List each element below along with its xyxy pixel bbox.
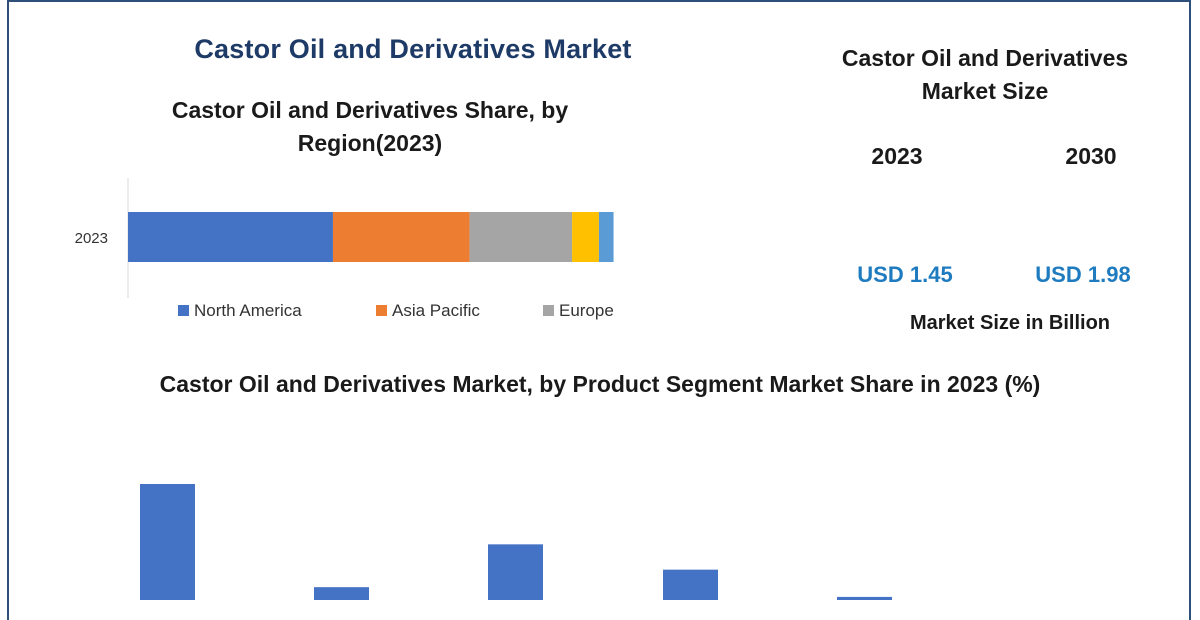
segment-bar-2 [488,544,543,600]
market-size-value-2023: USD 1.45 [857,262,953,287]
market-size-title: Castor Oil and Derivatives Market Size [841,45,1129,104]
market-size-unit: Market Size in Billion [909,312,1111,334]
legend-label-1: Asia Pacific [392,301,480,320]
region-bar-segment-2 [469,212,573,262]
market-size-value-2030: USD 1.98 [1035,262,1131,287]
legend-swatch-1 [376,305,387,316]
segment-bar-4 [837,596,892,600]
legend-swatch-2 [543,305,554,316]
legend-swatch-0 [178,305,189,316]
chart-canvas: 2023 North America Asia Pacific Europe [75,178,892,600]
figure-border [7,0,1191,620]
region-bar-segment-3 [572,212,599,262]
segment-chart-title: Castor Oil and Derivatives Market, by Pr… [159,371,1041,397]
market-size-year-2030: 2030 [1065,143,1117,169]
region-bar-segment-1 [332,212,470,262]
region-bar-segment-0 [128,212,333,262]
market-size-year-2023: 2023 [871,143,923,169]
legend-label-2: Europe [559,301,614,320]
region-chart-title: Castor Oil and Derivatives Share, by Reg… [171,97,569,156]
segment-bar-3 [663,569,718,600]
segment-bar-1 [314,587,369,600]
region-category-label: 2023 [75,230,108,247]
region-bar-segment-4 [598,212,614,262]
legend-label-0: North America [194,301,302,320]
segment-bar-0 [140,484,195,600]
main-title: Castor Oil and Derivatives Market [194,34,632,64]
